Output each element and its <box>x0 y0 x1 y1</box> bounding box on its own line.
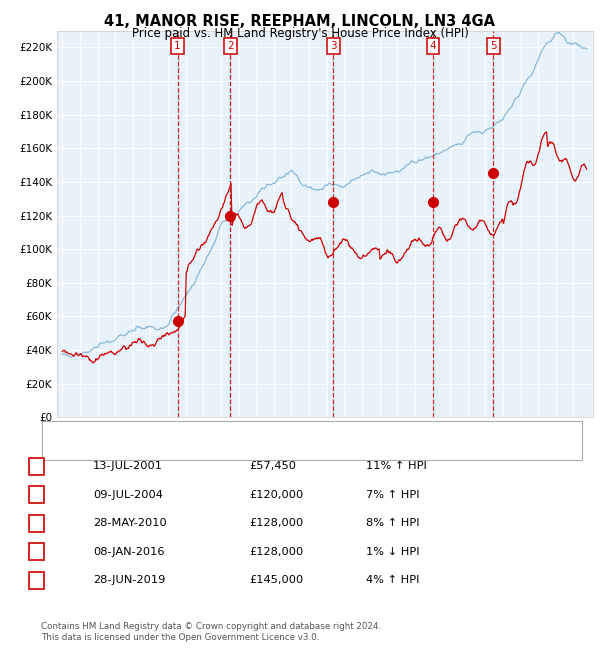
Text: 3: 3 <box>33 518 40 528</box>
Text: £145,000: £145,000 <box>249 575 303 586</box>
Text: 2: 2 <box>227 41 234 51</box>
Text: 28-MAY-2010: 28-MAY-2010 <box>93 518 167 528</box>
Text: 7% ↑ HPI: 7% ↑ HPI <box>366 489 419 500</box>
Text: 5: 5 <box>33 575 40 586</box>
Text: 1% ↓ HPI: 1% ↓ HPI <box>366 547 419 557</box>
Text: 4: 4 <box>430 41 436 51</box>
Text: HPI: Average price, semi-detached house, West Lindsey: HPI: Average price, semi-detached house,… <box>79 445 352 454</box>
Text: 4: 4 <box>33 547 40 557</box>
Text: 41, MANOR RISE, REEPHAM, LINCOLN, LN3 4GA: 41, MANOR RISE, REEPHAM, LINCOLN, LN3 4G… <box>104 14 496 29</box>
Text: 11% ↑ HPI: 11% ↑ HPI <box>366 461 427 471</box>
Text: 08-JAN-2016: 08-JAN-2016 <box>93 547 164 557</box>
Text: Contains HM Land Registry data © Crown copyright and database right 2024.
This d: Contains HM Land Registry data © Crown c… <box>41 622 381 642</box>
Text: £128,000: £128,000 <box>249 547 303 557</box>
Text: 13-JUL-2001: 13-JUL-2001 <box>93 461 163 471</box>
Text: 2: 2 <box>33 489 40 500</box>
Text: Price paid vs. HM Land Registry's House Price Index (HPI): Price paid vs. HM Land Registry's House … <box>131 27 469 40</box>
Text: 41, MANOR RISE, REEPHAM, LINCOLN, LN3 4GA (semi-detached house): 41, MANOR RISE, REEPHAM, LINCOLN, LN3 4G… <box>79 426 428 436</box>
Text: £57,450: £57,450 <box>249 461 296 471</box>
Text: £120,000: £120,000 <box>249 489 303 500</box>
Text: £128,000: £128,000 <box>249 518 303 528</box>
Text: 28-JUN-2019: 28-JUN-2019 <box>93 575 166 586</box>
Text: 4% ↑ HPI: 4% ↑ HPI <box>366 575 419 586</box>
Text: 1: 1 <box>33 461 40 471</box>
Text: 3: 3 <box>330 41 337 51</box>
Text: 1: 1 <box>174 41 181 51</box>
Text: 5: 5 <box>490 41 497 51</box>
Text: 09-JUL-2004: 09-JUL-2004 <box>93 489 163 500</box>
Text: 8% ↑ HPI: 8% ↑ HPI <box>366 518 419 528</box>
